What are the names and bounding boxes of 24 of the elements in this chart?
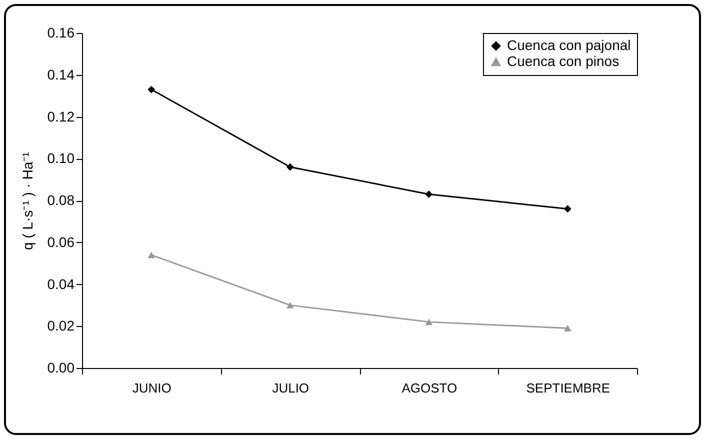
legend-label: Cuenca con pinos	[507, 53, 620, 69]
y-axis-title: q ( L·s⁻¹ ) · Ha⁻¹	[19, 152, 36, 250]
y-tick-label: 0.10	[47, 150, 75, 166]
point	[148, 86, 156, 94]
y-tick-label: 0.16	[47, 24, 75, 40]
x-tick-label: JULIO	[272, 380, 310, 396]
legend-label: Cuenca con pajonal	[507, 37, 631, 53]
point	[286, 302, 294, 308]
x-tick-label: AGOSTO	[402, 380, 458, 396]
y-tick-label: 0.12	[47, 108, 75, 124]
y-tick-label: 0.08	[47, 192, 75, 208]
point	[564, 205, 572, 213]
x-tick-label: JUNIO	[132, 380, 172, 396]
point	[148, 252, 156, 258]
y-tick-label: 0.14	[47, 66, 75, 82]
x-tick-label: SEPTIEMBRE	[526, 380, 610, 396]
y-tick-label: 0.00	[47, 360, 75, 376]
y-tick-label: 0.06	[47, 234, 75, 250]
point	[564, 325, 572, 332]
point	[425, 190, 433, 198]
point	[425, 318, 433, 326]
y-tick-label: 0.04	[47, 276, 75, 292]
y-tick-label: 0.02	[47, 318, 75, 334]
point	[286, 163, 294, 171]
